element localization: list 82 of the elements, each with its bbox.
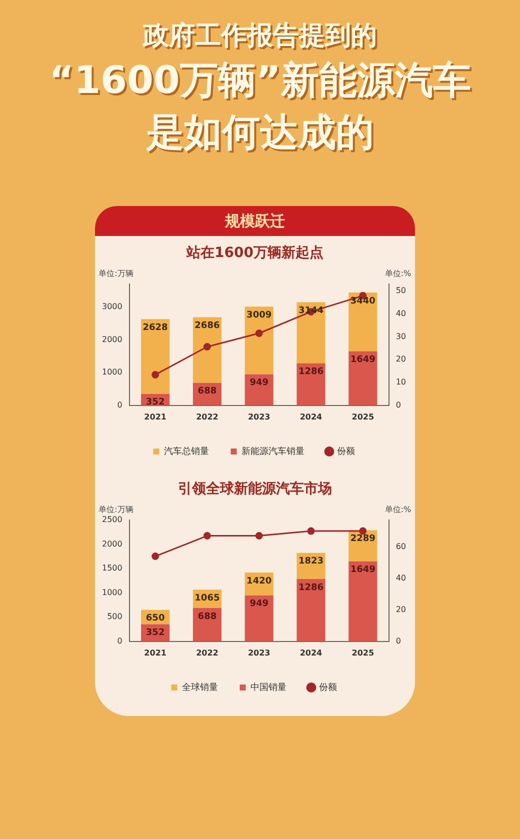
x-tick-label: 2022 (196, 648, 218, 658)
y2-tick-label: 40 (396, 308, 406, 318)
total-label: 2628 (142, 323, 168, 334)
y2-tick-label: 30 (396, 332, 406, 341)
x-tick-label: 2021 (144, 412, 167, 422)
point (203, 343, 211, 351)
data-label: 1286 (298, 582, 324, 593)
x-tick-label: 2023 (248, 412, 270, 422)
y2-tick-label: 20 (396, 604, 406, 614)
total-label: 3440 (350, 296, 376, 306)
point (152, 370, 160, 378)
y-axis-title: 单位:万辆 (98, 505, 134, 514)
total-label: 1065 (194, 594, 220, 604)
y2-axis-title: 单位:% (384, 269, 412, 278)
bar (296, 578, 326, 642)
text: “1600万辆”新能源汽车 (48, 57, 472, 104)
chart-title: 站在1600万辆新起点 (185, 244, 324, 262)
y2-tick-label: 50 (396, 286, 406, 295)
data-label: 949 (250, 378, 268, 388)
point (255, 532, 263, 540)
y-tick-label: 2500 (102, 515, 122, 524)
data-label: 1649 (350, 565, 376, 576)
y-tick-label: 0 (117, 400, 122, 410)
bar (141, 319, 170, 394)
legend-label: 份额 (336, 446, 355, 457)
data-label: 1649 (350, 355, 376, 366)
y-tick-label: 0 (117, 636, 122, 646)
x-tick-label: 2023 (248, 648, 270, 658)
y-tick-label: 1000 (102, 588, 122, 597)
bar (348, 292, 378, 352)
y2-tick-label: 20 (396, 354, 406, 364)
text: 规模跃迁 (95, 206, 415, 236)
point (152, 552, 160, 560)
y2-tick-label: 10 (396, 378, 406, 387)
data-label: 949 (250, 599, 268, 610)
chart-title: 引领全球新能源汽车市场 (177, 480, 333, 498)
y2-tick-label: 60 (396, 542, 406, 551)
x-tick-label: 2025 (352, 648, 374, 658)
bar (244, 306, 274, 374)
y-tick-label: 2000 (102, 334, 122, 344)
y2-tick-label: 0 (396, 400, 401, 410)
x-tick-label: 2021 (144, 648, 167, 658)
data-label: 1286 (298, 367, 324, 378)
legend-label: 份额 (318, 682, 337, 693)
bar (192, 317, 222, 383)
bar (348, 561, 378, 642)
data-label: 352 (146, 398, 165, 408)
x-tick-label: 2025 (352, 412, 374, 422)
total-label: 3009 (246, 310, 272, 321)
y-tick-label: 1500 (102, 564, 122, 573)
y-axis-title: 单位:万辆 (98, 269, 134, 278)
total-label: 1420 (246, 576, 272, 586)
data-label: 688 (198, 612, 217, 622)
bar (296, 302, 326, 364)
point (307, 527, 315, 535)
text: 是如何达成的 (145, 109, 375, 156)
legend-label: 汽车总销量 (164, 446, 209, 457)
x-tick-label: 2022 (196, 412, 218, 422)
y2-tick-label: 0 (396, 636, 401, 646)
bar (296, 363, 326, 406)
bar (348, 351, 378, 406)
y-tick-label: 2000 (102, 539, 122, 548)
x-tick-label: 2024 (300, 648, 323, 658)
y-tick-label: 3000 (102, 302, 122, 312)
x-tick-label: 2024 (300, 412, 323, 422)
legend-label: 中国销量 (250, 682, 286, 693)
y-tick-label: 1000 (102, 368, 122, 377)
bar (244, 595, 274, 642)
legend-label: 全球销量 (182, 682, 218, 693)
total-label: 1823 (298, 556, 324, 567)
y-tick-label: 500 (107, 612, 122, 622)
total-label: 650 (146, 614, 165, 624)
y2-axis-title: 单位:% (384, 505, 412, 514)
data-label: 352 (146, 628, 165, 638)
total-label: 2686 (194, 321, 220, 332)
point (255, 329, 263, 337)
point (203, 532, 211, 540)
data-label: 688 (198, 386, 217, 397)
total-label: 2289 (350, 534, 376, 544)
y2-tick-label: 40 (396, 573, 406, 582)
text: 政府工作报告提到的 (142, 20, 378, 53)
legend-label: 新能源汽车销量 (241, 446, 304, 457)
